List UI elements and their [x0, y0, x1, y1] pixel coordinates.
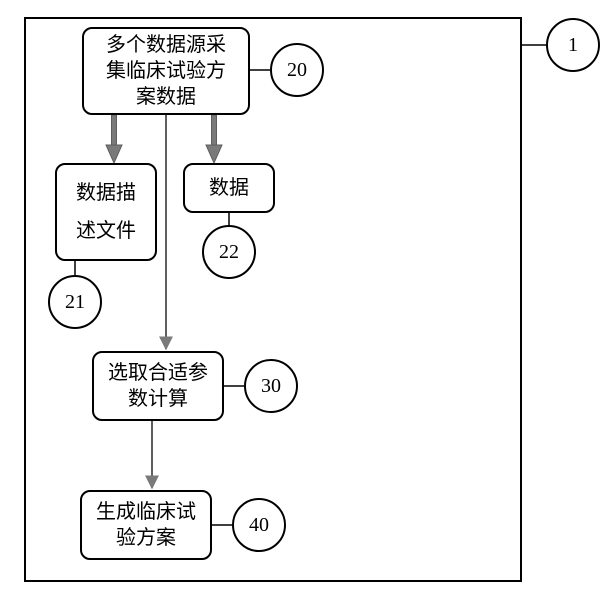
flow-node-label: 数据 — [209, 175, 249, 201]
ref-circle-c21: 21 — [48, 275, 102, 329]
ref-circle-label: 22 — [219, 241, 239, 264]
flow-node-label: 多个数据源采集临床试验方案数据 — [106, 32, 226, 110]
flow-node-n20: 多个数据源采集临床试验方案数据 — [82, 27, 250, 115]
flow-node-label: 生成临床试验方案 — [96, 499, 196, 551]
ref-circle-label: 21 — [65, 291, 85, 314]
flow-node-label: 数据描述文件 — [76, 174, 136, 250]
flow-node-n21: 数据描述文件 — [55, 163, 157, 261]
ref-circle-label: 40 — [249, 514, 269, 537]
ref-circle-label: 20 — [287, 59, 307, 82]
ref-circle-label: 30 — [261, 375, 281, 398]
ref-circle-c30: 30 — [244, 359, 298, 413]
ref-circle-c22: 22 — [202, 225, 256, 279]
flow-node-n22: 数据 — [183, 163, 275, 213]
ref-circle-c40: 40 — [232, 498, 286, 552]
ref-circle-label: 1 — [568, 34, 578, 57]
flow-node-n30: 选取合适参数计算 — [92, 351, 224, 421]
flow-node-n40: 生成临床试验方案 — [80, 490, 212, 560]
flow-node-label: 选取合适参数计算 — [108, 360, 208, 412]
ref-circle-c1: 1 — [546, 18, 600, 72]
ref-circle-c20: 20 — [270, 43, 324, 97]
